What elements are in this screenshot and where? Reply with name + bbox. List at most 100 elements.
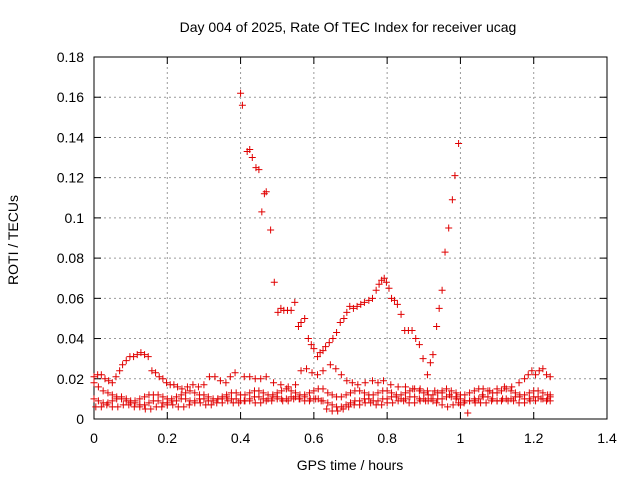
data-point [484,387,492,395]
data-point [525,389,533,397]
data-point [169,401,177,409]
data-point [282,385,290,393]
y-tick-label: 0 [76,411,84,427]
data-point [255,393,263,401]
data-point [97,371,105,379]
data-point [200,395,208,403]
data-point [448,196,456,204]
data-point [303,365,311,373]
y-tick-label: 0.1 [65,210,85,226]
data-point [524,371,532,379]
data-point [415,341,423,349]
data-point [159,393,167,401]
data-point [532,371,540,379]
data-point [262,188,270,196]
data-point [336,318,344,326]
data-point [429,351,437,359]
data-point [452,389,460,397]
data-point [420,389,428,397]
data-point [429,391,437,399]
data-point [183,383,191,391]
data-point [516,393,524,401]
y-tick-label: 0.14 [57,129,84,145]
data-point [259,389,267,397]
data-point [186,387,194,395]
data-point [246,373,254,381]
data-point [141,351,149,359]
data-point [427,395,435,403]
data-point [270,379,278,387]
data-point [433,399,441,407]
data-point [537,395,545,403]
data-point [342,391,350,399]
data-point [180,403,188,411]
data-point [172,397,180,405]
data-point [238,101,246,109]
data-point [444,403,452,411]
data-point [356,387,364,395]
data-point [328,391,336,399]
data-point [136,403,144,411]
data-point [211,373,219,381]
data-point [361,379,369,387]
data-point [144,353,152,361]
data-point [368,294,376,302]
data-point [268,397,276,405]
data-point [508,383,516,391]
data-point [343,377,351,385]
data-point [438,401,446,409]
data-point [322,343,330,351]
data-point [357,300,365,308]
x-tick-label: 0.8 [377,430,397,446]
data-point [122,357,130,365]
data-point [406,387,414,395]
data-point [133,351,141,359]
data-point [464,409,472,417]
data-point [231,369,239,377]
data-point [97,403,105,411]
data-point [317,397,325,405]
data-point [378,401,386,409]
data-point [105,377,113,385]
y-axis-label: ROTI / TECUs [5,195,21,285]
data-point [347,389,354,397]
data-point [148,367,156,375]
data-point [194,383,202,391]
data-point [374,379,382,387]
data-point [163,379,171,387]
data-point [130,353,138,361]
data-point [534,387,542,395]
data-point [334,407,342,415]
x-axis-label: GPS time / hours [297,457,404,473]
data-point [397,310,405,318]
y-tick-label: 0.02 [57,371,84,387]
y-tick-label: 0.16 [57,89,84,105]
x-tick-labels: 0 0.2 0.4 0.6 0.8 1 1.2 1.4 [90,430,617,446]
data-point [360,298,368,306]
data-point [347,399,354,407]
data-point [287,306,295,314]
data-point [200,381,208,389]
data-point [535,367,543,375]
data-point [521,375,529,383]
data-point [182,395,190,403]
data-point [393,300,401,308]
data-point [141,401,149,409]
data-point [274,308,282,316]
data-point [191,389,199,397]
data-point [295,395,303,403]
data-point [471,397,479,405]
data-point [408,327,416,335]
data-point [189,381,197,389]
data-point [99,387,107,395]
data-point [367,399,375,407]
data-point [325,339,333,347]
data-point [246,397,254,405]
data-point [226,373,234,381]
data-point [484,393,492,401]
data-point [90,373,98,381]
y-tick-label: 0.18 [57,49,84,65]
data-point [401,383,409,391]
data-point [546,397,554,405]
